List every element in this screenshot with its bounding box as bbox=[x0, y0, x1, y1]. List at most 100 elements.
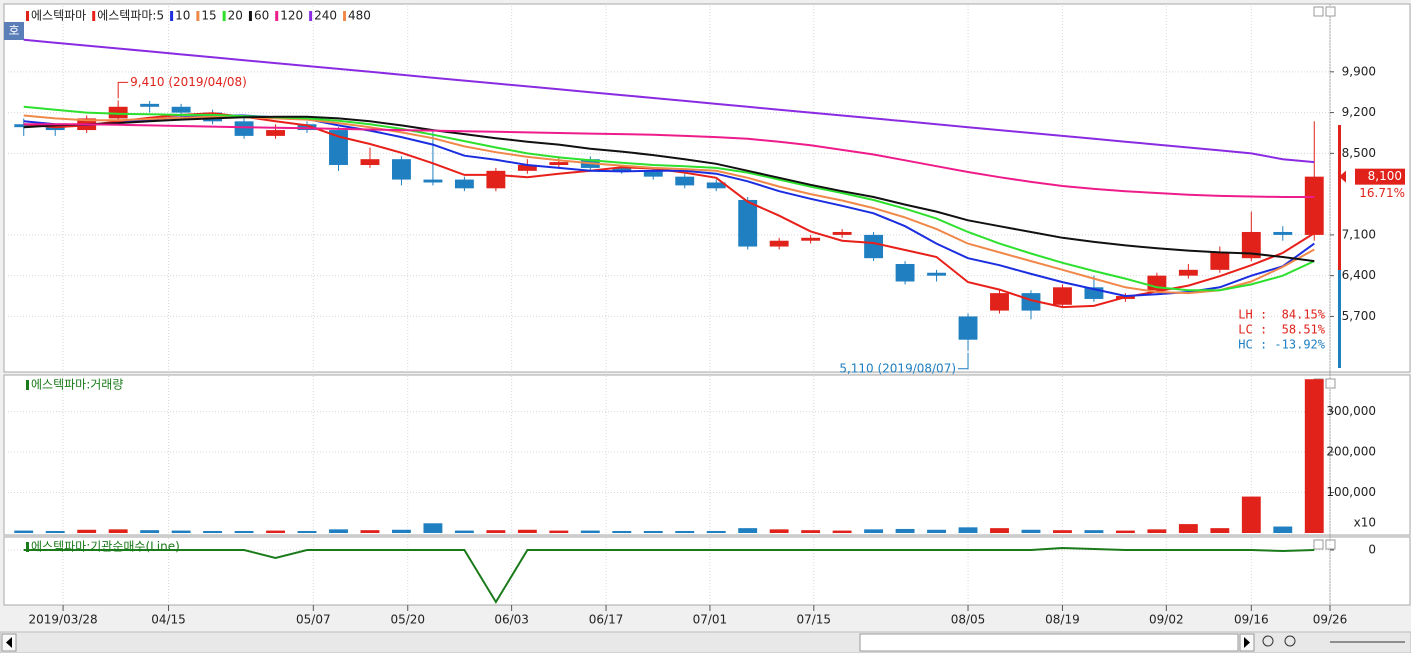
legend-swatch bbox=[92, 11, 96, 21]
candle-body bbox=[517, 165, 537, 171]
candle-body bbox=[108, 106, 128, 119]
candle-body bbox=[895, 264, 915, 282]
legend-swatch bbox=[248, 11, 252, 21]
candle-body bbox=[266, 130, 285, 136]
volume-bar bbox=[1304, 379, 1324, 533]
volume-bar bbox=[266, 530, 285, 533]
candle-body bbox=[643, 170, 663, 177]
candle-body bbox=[801, 237, 821, 241]
candle-body bbox=[1273, 231, 1293, 235]
unit-label: x10 bbox=[1354, 516, 1376, 530]
legend-swatch bbox=[309, 11, 313, 21]
volume-bar bbox=[360, 530, 380, 533]
legend-label: 15 bbox=[201, 9, 216, 23]
legend-label: 20 bbox=[228, 9, 243, 23]
volume-bar bbox=[108, 529, 128, 533]
volume-bar bbox=[203, 530, 223, 533]
arrow-right bbox=[1244, 637, 1250, 648]
volume-bar bbox=[769, 529, 789, 533]
y-tick-label: 5,700 bbox=[1342, 309, 1376, 323]
volume-bar bbox=[486, 530, 506, 533]
volume-bar bbox=[392, 529, 411, 533]
legend-swatch bbox=[26, 380, 29, 390]
y-tick-label: 8,500 bbox=[1342, 146, 1376, 160]
scroll-thumb[interactable] bbox=[859, 633, 1239, 652]
arrow-left bbox=[6, 637, 12, 648]
volume-bar bbox=[580, 530, 600, 533]
range-stat: HC : -13.92% bbox=[1238, 338, 1325, 352]
volume-bar bbox=[1178, 524, 1198, 533]
ma-line bbox=[23, 105, 1315, 292]
y-tick-label: 9,900 bbox=[1342, 64, 1376, 78]
candle-body bbox=[612, 167, 632, 171]
candle-body bbox=[45, 127, 65, 131]
candle-body bbox=[1304, 176, 1324, 235]
candle-body bbox=[738, 199, 758, 247]
candle-body bbox=[832, 231, 852, 235]
candle-body bbox=[423, 179, 443, 183]
volume-bar bbox=[1053, 530, 1072, 533]
legend-swatch bbox=[26, 11, 29, 21]
mode-button-label[interactable]: 호 bbox=[8, 24, 19, 38]
y-tick-label: 100,000 bbox=[1326, 485, 1376, 499]
x-tick-label: 07/01 bbox=[693, 613, 728, 627]
candle-body bbox=[1053, 287, 1072, 305]
annotation: 5,110 (2019/08/07) bbox=[839, 361, 956, 375]
x-tick-label: 07/15 bbox=[796, 613, 831, 627]
zoom-out[interactable] bbox=[1262, 635, 1274, 647]
panel-button[interactable] bbox=[1325, 378, 1336, 389]
legend-label: 240 bbox=[314, 9, 337, 23]
range-stat: LH : 84.15% bbox=[1238, 308, 1325, 322]
annotation-line bbox=[117, 81, 129, 99]
volume-bar bbox=[990, 528, 1009, 533]
candle-body bbox=[1084, 287, 1104, 299]
x-tick-label: 06/17 bbox=[589, 613, 624, 627]
candle-body bbox=[706, 182, 726, 189]
y-tick-label: 200,000 bbox=[1326, 445, 1376, 459]
volume-bar bbox=[14, 530, 34, 533]
x-tick-label: 09/02 bbox=[1149, 613, 1184, 627]
volume-bar bbox=[1241, 496, 1261, 533]
annotation: 9,410 (2019/04/08) bbox=[130, 75, 247, 89]
panel-button[interactable] bbox=[1313, 539, 1324, 550]
candle-body bbox=[1178, 269, 1198, 276]
data-line bbox=[23, 546, 1315, 604]
range-bar bbox=[1338, 125, 1341, 270]
candle-body bbox=[329, 130, 348, 166]
legend-swatch bbox=[222, 11, 226, 21]
volume-bar bbox=[927, 529, 946, 533]
volume-bar bbox=[1021, 529, 1041, 533]
candle-body bbox=[14, 124, 34, 128]
y-tick-label: 7,100 bbox=[1342, 227, 1376, 241]
volume-bar bbox=[454, 530, 474, 533]
volume-bar bbox=[1210, 528, 1230, 533]
zoom-in[interactable] bbox=[1284, 635, 1296, 647]
panel-button[interactable] bbox=[1325, 6, 1336, 17]
volume-bar bbox=[171, 530, 191, 533]
volume-bar bbox=[549, 530, 569, 533]
candle-body bbox=[297, 124, 317, 131]
mode-button[interactable] bbox=[4, 22, 24, 40]
candle-body bbox=[392, 159, 411, 180]
x-tick-label: 06/03 bbox=[494, 613, 529, 627]
volume-bar bbox=[140, 530, 160, 533]
volume-bar bbox=[297, 530, 317, 533]
candle-body bbox=[990, 293, 1009, 311]
y-tick-label: 6,400 bbox=[1342, 268, 1376, 282]
volume-bar bbox=[1084, 530, 1104, 533]
volume-bar bbox=[706, 530, 726, 533]
range-bar bbox=[1338, 270, 1341, 368]
legend-label: 120 bbox=[280, 9, 303, 23]
legend-swatch bbox=[275, 11, 279, 21]
legend-swatch bbox=[170, 11, 174, 21]
volume-bar bbox=[423, 523, 443, 533]
volume-bar bbox=[675, 530, 695, 533]
candle-body bbox=[864, 234, 884, 259]
candle-body bbox=[1241, 231, 1261, 259]
line-panel bbox=[3, 536, 1411, 606]
volume-bar bbox=[832, 530, 852, 533]
volume-bar bbox=[801, 530, 821, 533]
candle-body bbox=[171, 106, 191, 113]
x-tick-label: 04/15 bbox=[151, 613, 186, 627]
panel-button[interactable] bbox=[1313, 6, 1324, 17]
